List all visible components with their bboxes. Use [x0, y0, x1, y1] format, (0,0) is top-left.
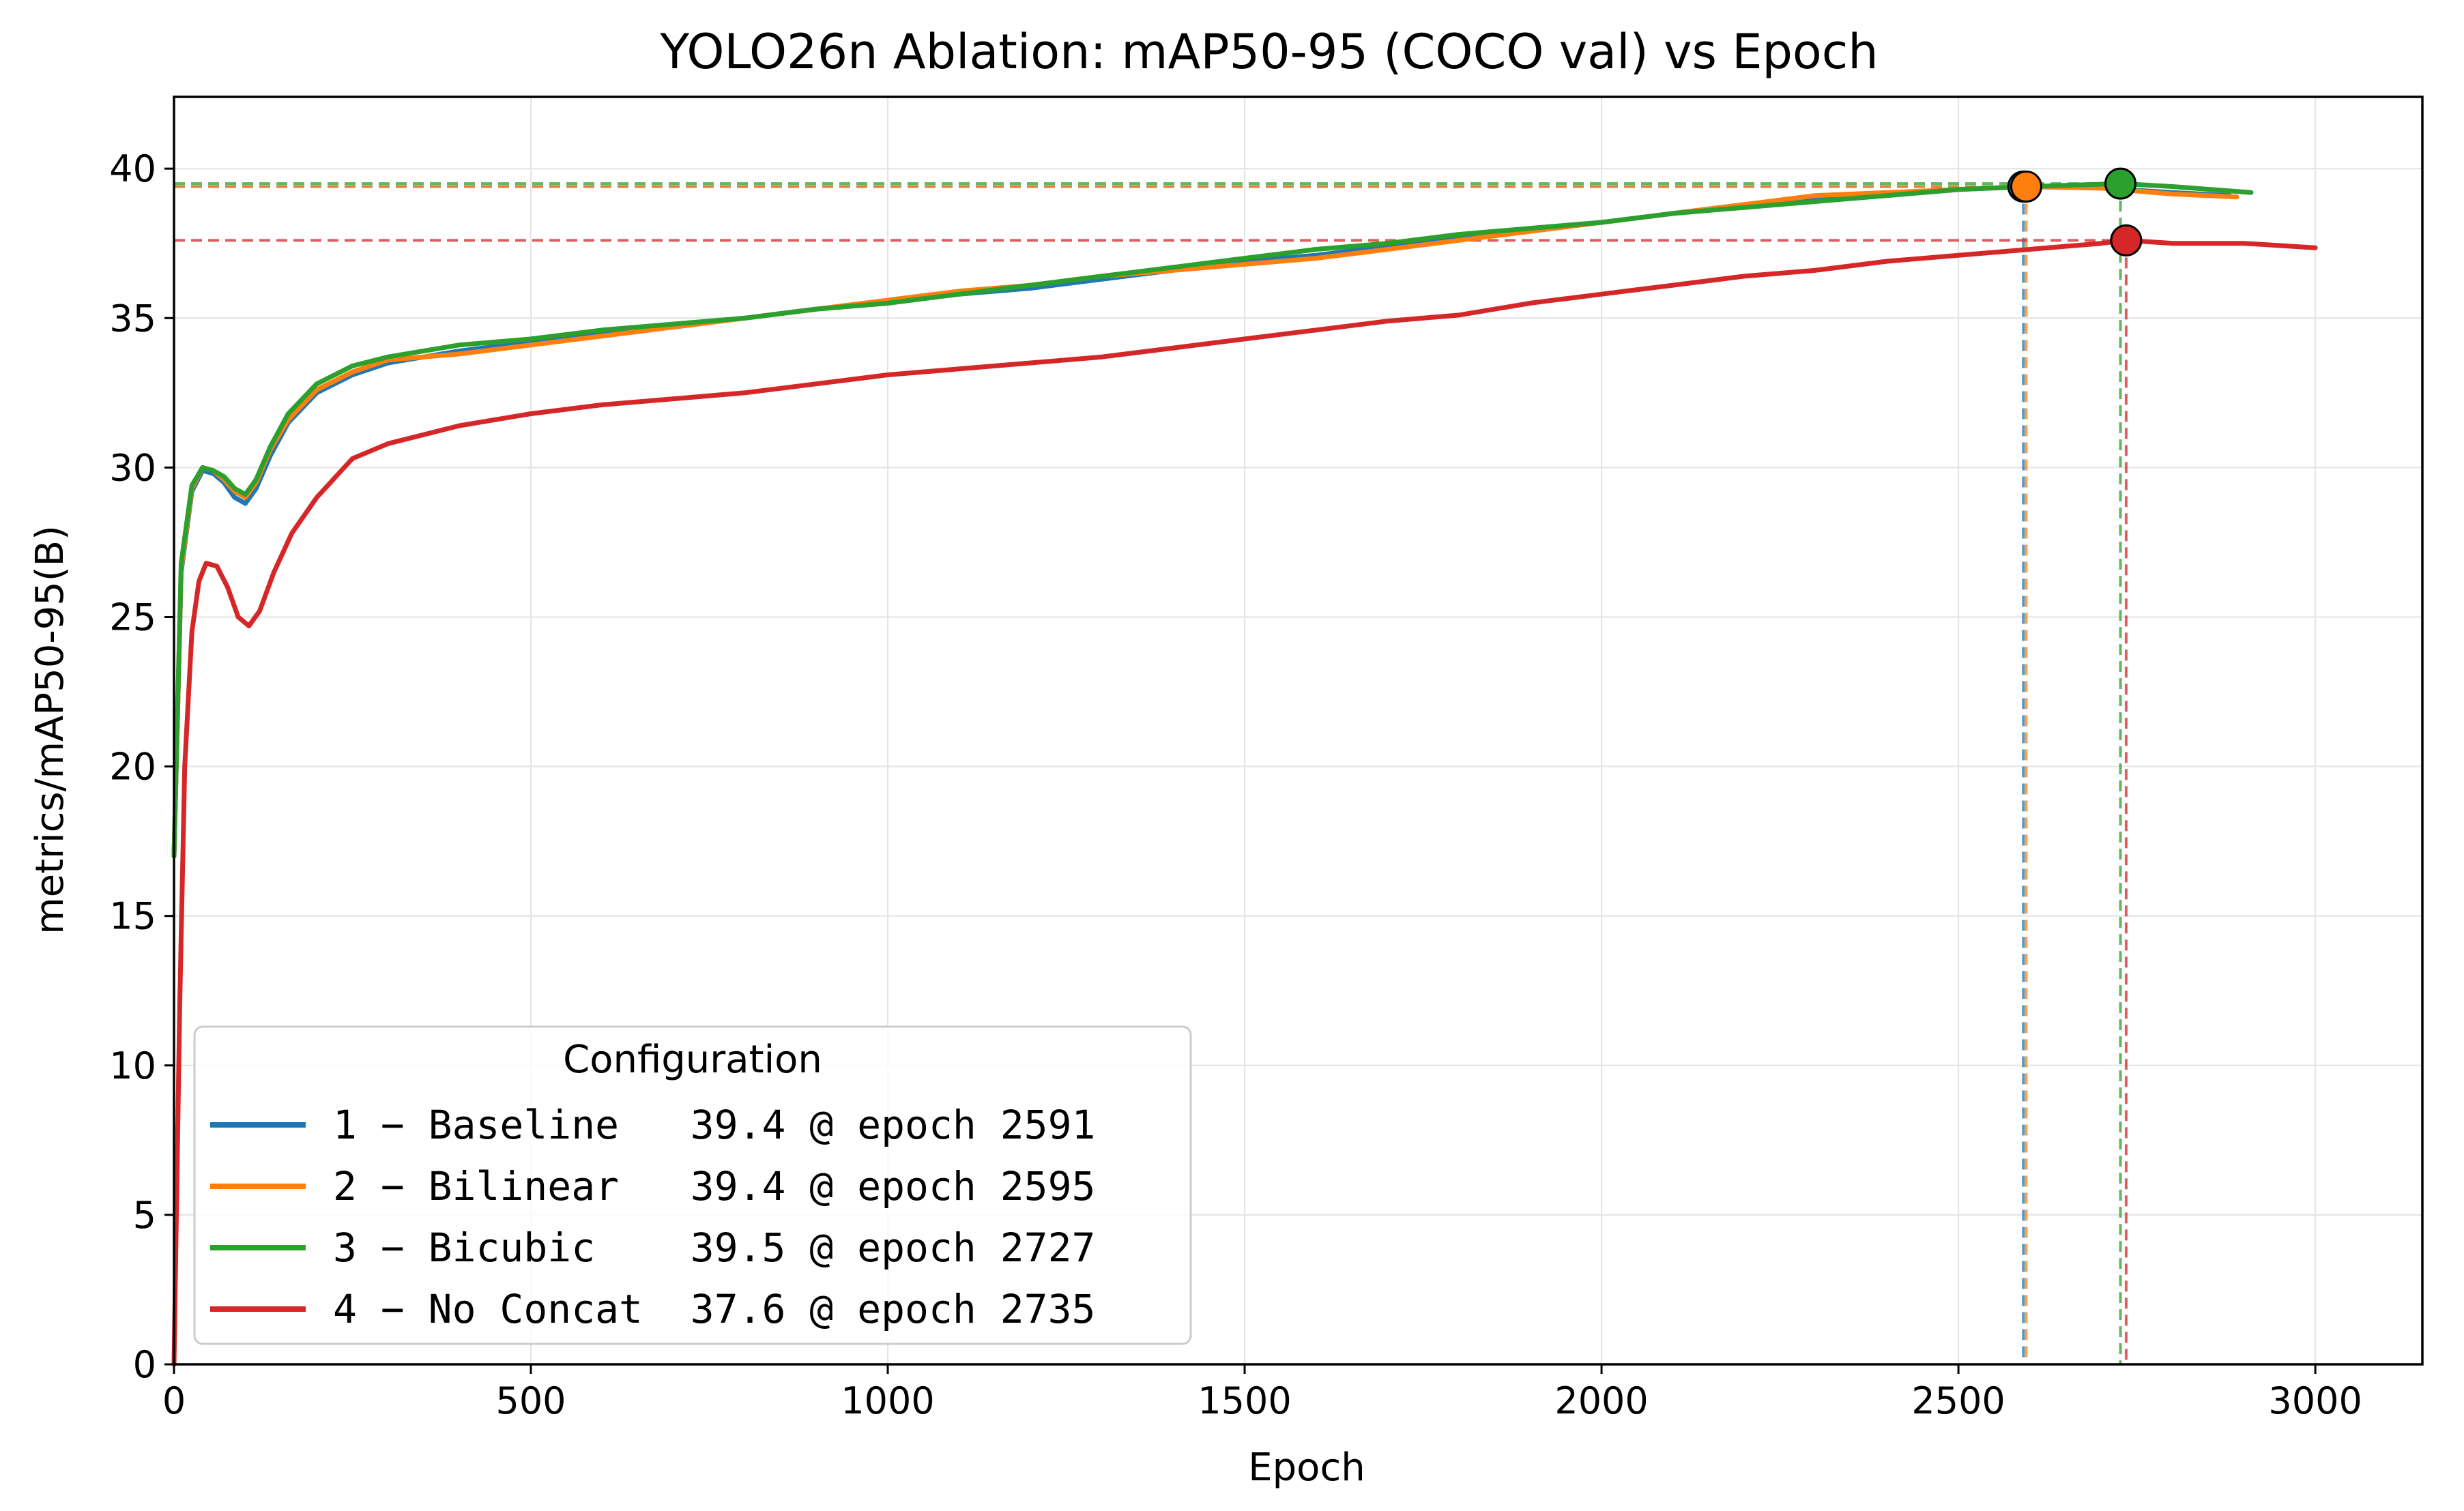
y-axis-label: metrics/mAP50-95(B) — [28, 525, 72, 935]
y-axis-ticks: 0 5 10 15 20 25 30 35 40 — [109, 147, 174, 1386]
y-tick-label: 30 — [109, 446, 156, 489]
legend-box — [193, 1025, 1192, 1345]
legend-entry-1: 1 − Baseline 39.4 @ epoch 2591 — [333, 1102, 1095, 1148]
y-tick-label: 15 — [109, 895, 156, 938]
legend: Configuration 1 − Baseline 39.4 @ epoch … — [193, 1025, 1192, 1345]
y-tick-label: 10 — [109, 1044, 156, 1087]
x-axis-ticks: 0 500 1000 1500 2000 2500 3000 — [162, 1364, 2362, 1422]
legend-entries: 1 − Baseline 39.4 @ epoch 2591 2 − Biline… — [210, 1102, 1095, 1332]
x-axis-label: Epoch — [1248, 1446, 1365, 1490]
legend-entry-4: 4 − No Concat 37.6 @ epoch 2735 — [333, 1286, 1095, 1332]
x-tick-label: 1500 — [1198, 1379, 1291, 1422]
best-marker-series-4 — [2110, 224, 2143, 256]
y-tick-label: 40 — [109, 147, 156, 190]
y-tick-label: 25 — [109, 596, 156, 639]
x-tick-label: 2500 — [1911, 1379, 2005, 1422]
y-tick-label: 0 — [133, 1343, 156, 1386]
plot-frame — [173, 96, 2424, 1366]
best-marker-series-2 — [2010, 170, 2042, 203]
best-reference-lines — [174, 182, 2128, 1364]
plot-lines — [171, 181, 2318, 1367]
best-marker-series-3 — [2104, 167, 2137, 200]
y-tick-label: 20 — [109, 746, 156, 789]
series-line-3 — [171, 181, 2254, 859]
best-markers — [2007, 167, 2143, 256]
x-tick-label: 3000 — [2268, 1379, 2362, 1422]
chart-title: YOLO26n Ablation: mAP50-95 (COCO val) vs… — [659, 24, 1878, 80]
legend-title: Configuration — [563, 1038, 822, 1082]
x-tick-label: 2000 — [1554, 1379, 1648, 1422]
series-line-4 — [171, 237, 2318, 1367]
x-tick-label: 500 — [495, 1379, 566, 1422]
y-tick-label: 35 — [109, 297, 156, 340]
legend-entry-2: 2 − Bilinear 39.4 @ epoch 2595 — [333, 1163, 1095, 1209]
y-tick-label: 5 — [133, 1194, 156, 1237]
legend-entry-3: 3 − Bicubic 39.5 @ epoch 2727 — [333, 1224, 1095, 1271]
x-tick-label: 1000 — [841, 1379, 934, 1422]
x-tick-label: 0 — [162, 1379, 186, 1422]
